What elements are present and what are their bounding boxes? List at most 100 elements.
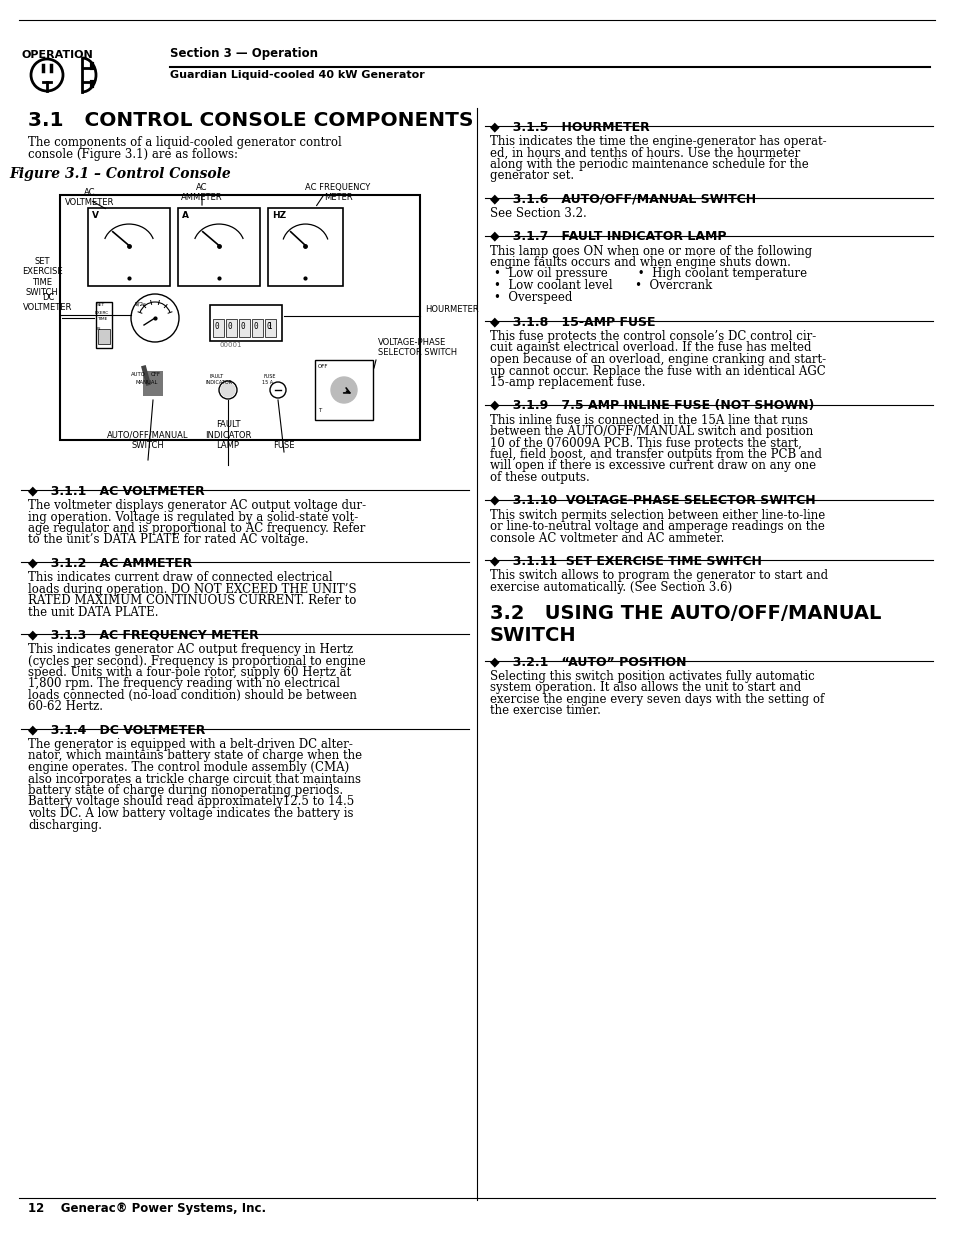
Text: This switch allows to program the generator to start and: This switch allows to program the genera… — [490, 569, 827, 582]
Text: console (Figure 3.1) are as follows:: console (Figure 3.1) are as follows: — [28, 148, 237, 161]
Text: AUTO: AUTO — [131, 372, 146, 377]
Text: speed. Units with a four-pole rotor, supply 60 Hertz at: speed. Units with a four-pole rotor, sup… — [28, 666, 351, 679]
Text: OFF: OFF — [151, 372, 161, 377]
Text: battery state of charge during nonoperating periods.: battery state of charge during nonoperat… — [28, 784, 343, 797]
Text: ◆   3.1.11  SET EXERCISE TIME SWITCH: ◆ 3.1.11 SET EXERCISE TIME SWITCH — [490, 555, 761, 567]
Text: V/2s: V/2s — [135, 303, 147, 308]
Bar — [252, 319, 263, 337]
Bar — [239, 319, 250, 337]
Text: cuit against electrical overload. If the fuse has melted: cuit against electrical overload. If the… — [490, 342, 811, 354]
Text: (cycles per second). Frequency is proportional to engine: (cycles per second). Frequency is propor… — [28, 655, 365, 667]
Text: FUSE: FUSE — [273, 441, 294, 450]
Text: ◆   3.1.1   AC VOLTMETER: ◆ 3.1.1 AC VOLTMETER — [28, 484, 205, 496]
Text: up cannot occur. Replace the fuse with an identical AGC: up cannot occur. Replace the fuse with a… — [490, 364, 825, 378]
Bar — [314, 359, 373, 420]
Text: 0: 0 — [267, 322, 272, 331]
Text: Selecting this switch position activates fully automatic: Selecting this switch position activates… — [490, 671, 814, 683]
Text: of these outputs.: of these outputs. — [490, 471, 589, 484]
Bar — [98, 329, 110, 345]
Bar — [96, 303, 112, 348]
Text: A: A — [182, 211, 189, 220]
Text: V: V — [91, 211, 99, 220]
Text: Battery voltage should read approximately12.5 to 14.5: Battery voltage should read approximatel… — [28, 795, 354, 809]
Text: the unit DATA PLATE.: the unit DATA PLATE. — [28, 605, 158, 619]
Text: HOURMETER: HOURMETER — [424, 305, 478, 314]
Text: The voltmeter displays generator AC output voltage dur-: The voltmeter displays generator AC outp… — [28, 499, 366, 513]
Text: IN: IN — [97, 327, 101, 331]
Text: 0: 0 — [253, 322, 258, 331]
Text: •  Low coolant level      •  Overcrank: • Low coolant level • Overcrank — [494, 279, 712, 291]
Text: See Section 3.2.: See Section 3.2. — [490, 207, 586, 220]
Text: ◆   3.1.10  VOLTAGE-PHASE SELECTOR SWITCH: ◆ 3.1.10 VOLTAGE-PHASE SELECTOR SWITCH — [490, 494, 815, 506]
Text: 3.2   USING THE AUTO/OFF/MANUAL: 3.2 USING THE AUTO/OFF/MANUAL — [490, 604, 881, 622]
Text: AC
VOLTMETER: AC VOLTMETER — [65, 188, 114, 207]
Text: exercise automatically. (See Section 3.6): exercise automatically. (See Section 3.6… — [490, 580, 732, 594]
Text: FAULT
INDICATOR
LAMP: FAULT INDICATOR LAMP — [205, 420, 251, 450]
Text: MANUAL: MANUAL — [136, 380, 158, 385]
Text: AUTO/OFF/MANUAL
SWITCH: AUTO/OFF/MANUAL SWITCH — [107, 431, 189, 450]
Text: •  Low oil pressure        •  High coolant temperature: • Low oil pressure • High coolant temper… — [494, 268, 806, 280]
Text: ◆   3.1.6   AUTO/OFF/MANUAL SWITCH: ◆ 3.1.6 AUTO/OFF/MANUAL SWITCH — [490, 191, 756, 205]
Bar — [178, 207, 260, 287]
Text: the exercise timer.: the exercise timer. — [490, 704, 600, 718]
Text: generator set.: generator set. — [490, 169, 574, 183]
Text: HZ: HZ — [272, 211, 286, 220]
Text: loads during operation. DO NOT EXCEED THE UNIT’S: loads during operation. DO NOT EXCEED TH… — [28, 583, 356, 595]
Text: 1: 1 — [267, 322, 272, 331]
Text: 0: 0 — [228, 322, 233, 331]
Text: fuel, field boost, and transfer outputs from the PCB and: fuel, field boost, and transfer outputs … — [490, 448, 821, 461]
Circle shape — [221, 383, 234, 396]
Text: INDICATOR: INDICATOR — [206, 380, 233, 385]
Text: 10 of the 076009A PCB. This fuse protects the start,: 10 of the 076009A PCB. This fuse protect… — [490, 436, 801, 450]
Text: OFF: OFF — [317, 364, 328, 369]
Text: 00001: 00001 — [220, 342, 242, 348]
Text: 0: 0 — [214, 322, 219, 331]
Text: age regulator and is proportional to AC frequency. Refer: age regulator and is proportional to AC … — [28, 522, 365, 535]
Text: will open if there is excessive current draw on any one: will open if there is excessive current … — [490, 459, 815, 473]
Text: also incorporates a trickle charge circuit that maintains: also incorporates a trickle charge circu… — [28, 773, 360, 785]
Text: exercise the engine every seven days with the setting of: exercise the engine every seven days wit… — [490, 693, 823, 706]
Text: This fuse protects the control console’s DC control cir-: This fuse protects the control console’s… — [490, 330, 816, 343]
Text: SWITCH: SWITCH — [490, 626, 576, 645]
Text: loads connected (no-load condition) should be between: loads connected (no-load condition) shou… — [28, 689, 356, 701]
Bar — [265, 319, 275, 337]
Text: This inline fuse is connected in the 15A line that runs: This inline fuse is connected in the 15A… — [490, 414, 807, 426]
Text: This indicates current draw of connected electrical: This indicates current draw of connected… — [28, 571, 333, 584]
Text: Section 3 — Operation: Section 3 — Operation — [170, 47, 317, 61]
Bar — [88, 207, 170, 287]
Text: Figure 3.1 – Control Console: Figure 3.1 – Control Console — [10, 167, 231, 182]
Text: Guardian Liquid-cooled 40 kW Generator: Guardian Liquid-cooled 40 kW Generator — [170, 70, 424, 80]
Bar — [143, 370, 163, 396]
Text: EXERC: EXERC — [95, 311, 110, 315]
Text: ◆   3.1.8   15-AMP FUSE: ◆ 3.1.8 15-AMP FUSE — [490, 315, 655, 329]
Text: engine faults occurs and when engine shuts down.: engine faults occurs and when engine shu… — [490, 256, 790, 269]
Text: nator, which maintains battery state of charge when the: nator, which maintains battery state of … — [28, 750, 362, 762]
Text: ing operation. Voltage is regulated by a solid-state volt-: ing operation. Voltage is regulated by a… — [28, 510, 358, 524]
Text: console AC voltmeter and AC ammeter.: console AC voltmeter and AC ammeter. — [490, 531, 723, 545]
Text: or line-to-neutral voltage and amperage readings on the: or line-to-neutral voltage and amperage … — [490, 520, 824, 534]
Text: This lamp goes ON when one or more of the following: This lamp goes ON when one or more of th… — [490, 245, 811, 258]
Text: ◆   3.1.4   DC VOLTMETER: ◆ 3.1.4 DC VOLTMETER — [28, 722, 205, 736]
Text: This indicates the time the engine-generator has operat-: This indicates the time the engine-gener… — [490, 135, 825, 148]
Bar — [210, 305, 282, 341]
Text: volts DC. A low battery voltage indicates the battery is: volts DC. A low battery voltage indicate… — [28, 806, 354, 820]
Text: T: T — [317, 408, 321, 412]
Text: 60-62 Hertz.: 60-62 Hertz. — [28, 700, 103, 714]
Text: engine operates. The control module assembly (CMA): engine operates. The control module asse… — [28, 761, 349, 774]
Text: 0: 0 — [241, 322, 245, 331]
Bar — [213, 319, 224, 337]
Text: This indicates generator AC output frequency in Hertz: This indicates generator AC output frequ… — [28, 643, 353, 656]
Text: ◆   3.1.3   AC FREQUENCY METER: ◆ 3.1.3 AC FREQUENCY METER — [28, 629, 258, 641]
Text: system operation. It also allows the unit to start and: system operation. It also allows the uni… — [490, 682, 801, 694]
Text: between the AUTO/OFF/MANUAL switch and position: between the AUTO/OFF/MANUAL switch and p… — [490, 425, 812, 438]
Text: ◆   3.2.1   “AUTO” POSITION: ◆ 3.2.1 “AUTO” POSITION — [490, 655, 686, 668]
Text: 15 A: 15 A — [262, 380, 273, 385]
Text: TIME: TIME — [97, 317, 108, 321]
Text: 3.1   CONTROL CONSOLE COMPONENTS: 3.1 CONTROL CONSOLE COMPONENTS — [28, 111, 473, 130]
Text: ◆   3.1.5   HOURMETER: ◆ 3.1.5 HOURMETER — [490, 120, 649, 133]
Text: SET: SET — [97, 303, 105, 308]
Text: FAULT: FAULT — [210, 374, 224, 379]
Text: ed, in hours and tenths of hours. Use the hourmeter: ed, in hours and tenths of hours. Use th… — [490, 147, 800, 159]
Text: 12    Generac® Power Systems, Inc.: 12 Generac® Power Systems, Inc. — [28, 1202, 266, 1215]
Circle shape — [133, 296, 175, 338]
